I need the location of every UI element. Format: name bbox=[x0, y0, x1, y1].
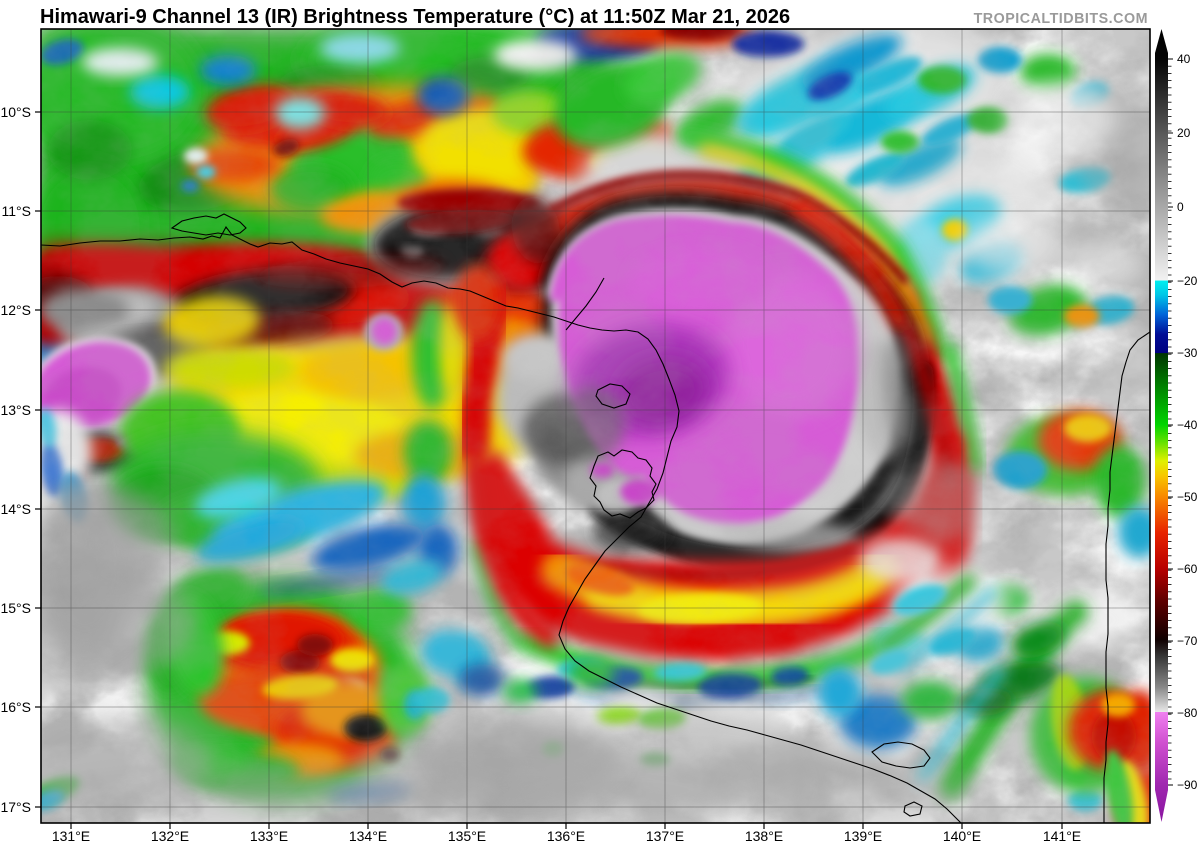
svg-text:−80: −80 bbox=[1177, 706, 1198, 720]
svg-text:13°S: 13°S bbox=[0, 402, 31, 418]
svg-text:136°E: 136°E bbox=[547, 828, 585, 844]
svg-text:40: 40 bbox=[1177, 52, 1191, 66]
svg-text:−60: −60 bbox=[1177, 562, 1198, 576]
svg-text:−50: −50 bbox=[1177, 490, 1198, 504]
svg-text:135°E: 135°E bbox=[448, 828, 486, 844]
svg-text:−20: −20 bbox=[1177, 274, 1198, 288]
svg-text:138°E: 138°E bbox=[745, 828, 783, 844]
svg-text:14°S: 14°S bbox=[0, 501, 31, 517]
svg-text:17°S: 17°S bbox=[0, 799, 31, 815]
svg-text:−40: −40 bbox=[1177, 418, 1198, 432]
svg-text:140°E: 140°E bbox=[943, 828, 981, 844]
svg-text:141°E: 141°E bbox=[1043, 828, 1081, 844]
svg-text:137°E: 137°E bbox=[646, 828, 684, 844]
svg-text:−70: −70 bbox=[1177, 634, 1198, 648]
svg-text:−30: −30 bbox=[1177, 346, 1198, 360]
svg-text:12°S: 12°S bbox=[0, 302, 31, 318]
svg-text:20: 20 bbox=[1177, 126, 1191, 140]
svg-text:132°E: 132°E bbox=[151, 828, 189, 844]
svg-text:133°E: 133°E bbox=[250, 828, 288, 844]
svg-text:16°S: 16°S bbox=[0, 699, 31, 715]
svg-text:−90: −90 bbox=[1177, 778, 1198, 792]
svg-text:10°S: 10°S bbox=[0, 104, 31, 120]
svg-text:Himawari-9 Channel 13 (IR) Bri: Himawari-9 Channel 13 (IR) Brightness Te… bbox=[40, 6, 790, 28]
svg-text:0: 0 bbox=[1177, 200, 1184, 214]
svg-text:139°E: 139°E bbox=[844, 828, 882, 844]
svg-text:TROPICALTIDBITS.COM: TROPICALTIDBITS.COM bbox=[974, 11, 1148, 27]
svg-text:11°S: 11°S bbox=[2, 203, 31, 219]
svg-text:134°E: 134°E bbox=[349, 828, 387, 844]
svg-text:15°S: 15°S bbox=[0, 600, 31, 616]
svg-text:131°E: 131°E bbox=[52, 828, 90, 844]
